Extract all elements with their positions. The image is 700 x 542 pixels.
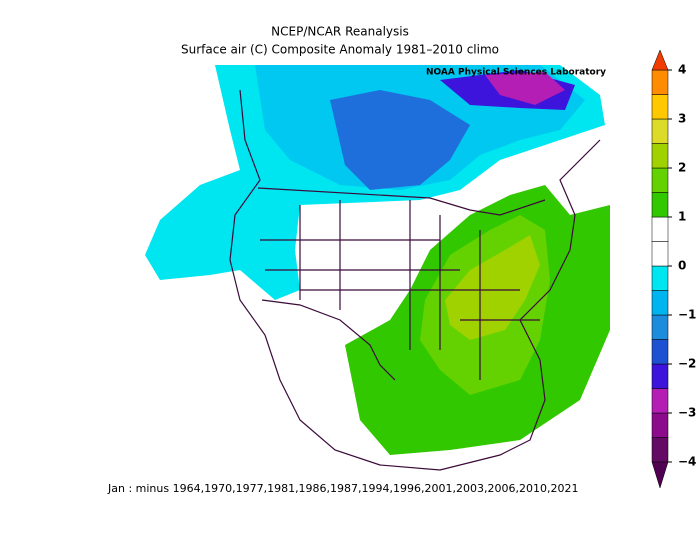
colorbar-tick-label: 4	[678, 63, 686, 77]
warm-anomaly-area	[445, 235, 540, 340]
colorbar-bin	[651, 339, 669, 365]
colorbar-bin	[651, 290, 669, 316]
colorbar-tick-label: −4	[678, 455, 696, 469]
footer: Jan : minus 1964,1970,1977,1981,1986,198…	[107, 482, 578, 495]
map	[145, 65, 610, 471]
colorbar-bin	[651, 437, 669, 463]
map-title: NCEP/NCAR Reanalysis	[271, 25, 409, 39]
colorbar-bin	[651, 265, 669, 291]
coastline	[229, 89, 601, 471]
colorbar-bin	[651, 241, 669, 267]
colorbar-under	[651, 461, 669, 489]
colorbar-bin	[651, 314, 669, 340]
colorbar-bin	[651, 192, 669, 218]
colorbar-bin	[651, 118, 669, 144]
state-borders	[260, 200, 540, 380]
colorbar-bin	[651, 412, 669, 438]
country-border	[257, 187, 546, 216]
colorbar-bin	[651, 167, 669, 193]
colorbar-bin	[651, 143, 669, 169]
colorbar: −4 −3 −2 −1 0 1 2 3 4	[651, 49, 696, 489]
colorbar-bin	[651, 216, 669, 242]
colorbar-tick-label: −2	[678, 357, 696, 371]
colorbar-tick-label: 1	[678, 210, 686, 224]
colorbar-bin	[651, 388, 669, 414]
credit: NOAA Physical Sciences Laboratory	[426, 68, 606, 78]
cold-anomaly-area	[485, 72, 565, 105]
colorbar-bin	[651, 94, 669, 120]
colorbar-tick-label: 3	[678, 112, 686, 126]
country-border	[261, 299, 396, 381]
colorbar-tick-label: 0	[678, 259, 686, 273]
colorbar-tick-label: −3	[678, 406, 696, 420]
colorbar-bin	[651, 363, 669, 389]
colorbar-bin	[651, 69, 669, 95]
map-subtitle: Surface air (C) Composite Anomaly 1981–2…	[181, 43, 499, 57]
cold-anomaly-area	[330, 90, 470, 190]
colorbar-over	[651, 49, 669, 71]
colorbar-tick-label: 2	[678, 161, 686, 175]
colorbar-tick-label: −1	[678, 308, 696, 322]
